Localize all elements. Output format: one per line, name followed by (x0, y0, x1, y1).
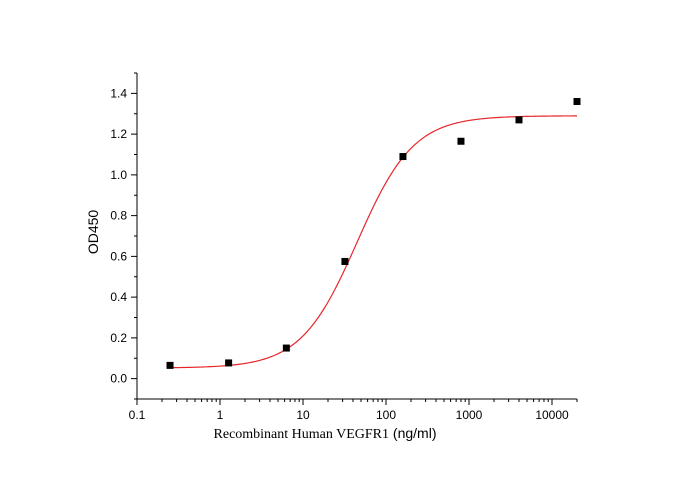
data-point (282, 344, 290, 352)
data-points (166, 98, 581, 369)
y-tick-label: 0.2 (110, 331, 127, 345)
y-tick-label: 1.2 (110, 127, 127, 141)
y-tick-label: 0.6 (110, 249, 127, 263)
x-axis-ticks: 0.1 1 10 100 1000 10000 (129, 399, 578, 422)
data-point (573, 98, 581, 106)
axes (136, 73, 577, 400)
data-point (515, 116, 523, 124)
x-axis-title-main: Recombinant Human VEGFR1 (214, 427, 390, 442)
x-tick-label: 100 (376, 408, 396, 422)
x-tick-label: 1 (217, 408, 224, 422)
y-tick-label: 1.0 (110, 168, 127, 182)
data-point (341, 257, 349, 265)
fit-curve (170, 115, 578, 369)
x-tick-label: 10 (296, 408, 310, 422)
x-tick-label: 0.1 (129, 408, 146, 422)
x-axis-title: Recombinant Human VEGFR1 (ng/ml) (214, 425, 437, 442)
x-axis-title-unit: (ng/ml) (389, 425, 436, 441)
x-tick-label: 1000 (456, 408, 483, 422)
y-axis-title: OD450 (85, 210, 101, 255)
data-point (225, 359, 233, 367)
data-point (166, 361, 174, 369)
y-tick-label: 1.4 (110, 86, 127, 100)
x-tick-label: 10000 (535, 408, 569, 422)
y-tick-label: 0.0 (110, 372, 127, 386)
y-tick-label: 0.8 (110, 209, 127, 223)
data-point (457, 137, 465, 145)
y-tick-label: 0.4 (110, 290, 127, 304)
y-axis-ticks: 0.0 0.2 0.4 0.6 0.8 1.0 1.2 1.4 (110, 72, 137, 400)
data-point (399, 153, 407, 161)
